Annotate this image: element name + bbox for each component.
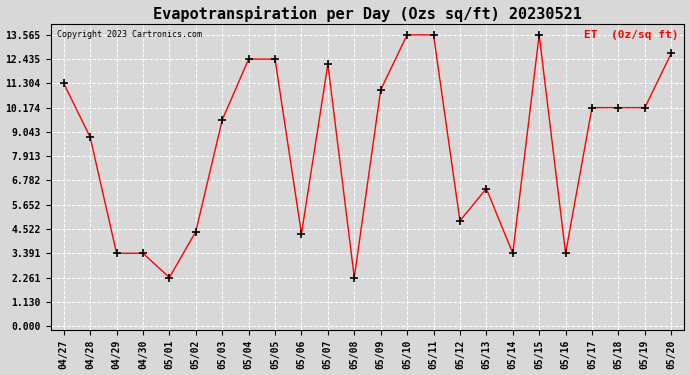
- Title: Evapotranspiration per Day (Ozs sq/ft) 20230521: Evapotranspiration per Day (Ozs sq/ft) 2…: [153, 6, 582, 21]
- Text: ET  (0z/sq ft): ET (0z/sq ft): [584, 30, 678, 40]
- Text: Copyright 2023 Cartronics.com: Copyright 2023 Cartronics.com: [57, 30, 202, 39]
